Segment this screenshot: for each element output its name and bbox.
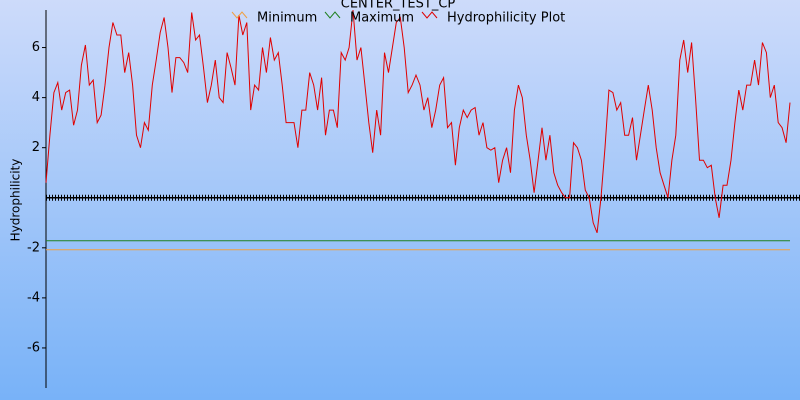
chart-title: CENTER_TEST_CP: [341, 0, 456, 12]
legend-icon: [231, 11, 248, 19]
legend-label: Hydrophilicity Plot: [447, 11, 565, 26]
legend-icon: [421, 11, 438, 19]
y-tick-label: 4: [32, 90, 40, 105]
y-tick-label: 6: [32, 40, 40, 55]
series-line: [45, 9, 791, 233]
legend-icon: [324, 11, 341, 19]
y-tick-label: -2: [27, 240, 40, 255]
y-tick-label: -6: [27, 340, 40, 355]
legend-label: Minimum: [257, 11, 317, 26]
y-tick-label: 2: [32, 140, 40, 155]
y-axis-label: Hydrophilicity: [9, 159, 23, 242]
legend-label: Maximum: [350, 11, 414, 26]
y-tick-label: -4: [27, 290, 40, 305]
